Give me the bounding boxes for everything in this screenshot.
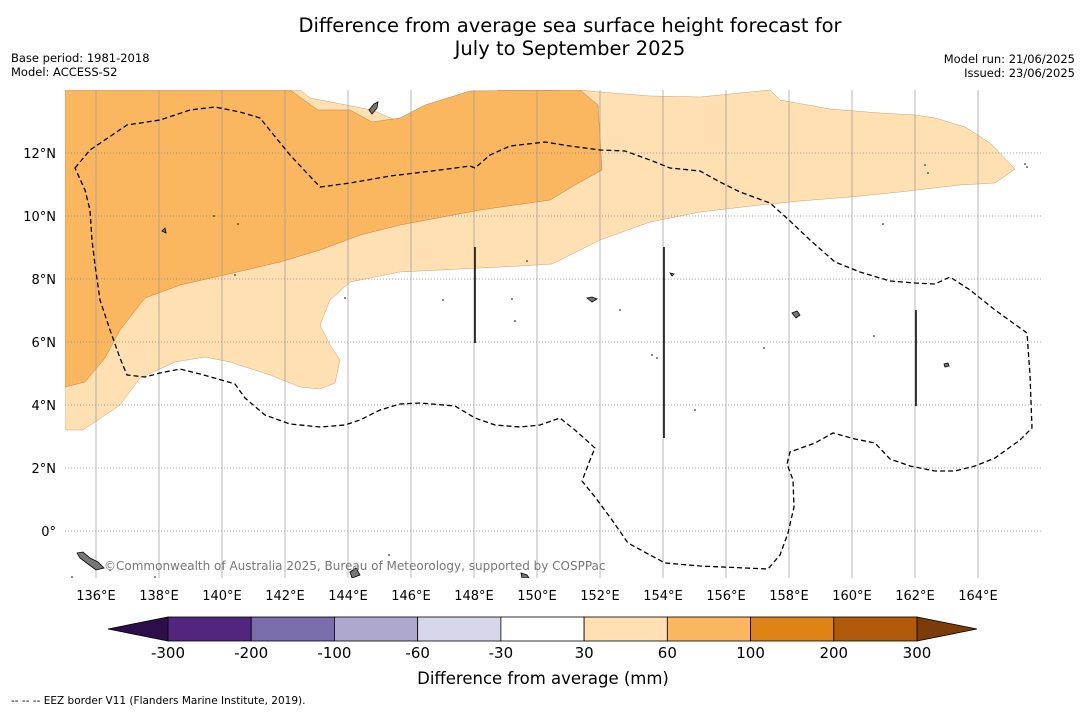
y-tick-label: 8°N xyxy=(32,273,57,288)
map-title-line1: Difference from average sea surface heig… xyxy=(298,14,842,37)
base-period-label: Base period: 1981-2018 xyxy=(11,51,150,65)
island-kosrae xyxy=(943,362,950,368)
colorbar-segment xyxy=(833,616,918,642)
model-run-label: Model run: 21/06/2025 xyxy=(943,52,1075,66)
y-tick-label: 2°N xyxy=(32,462,57,477)
colorbar-tick-label: 30 xyxy=(575,644,594,662)
island-misc-1 xyxy=(669,272,675,277)
island-bougainville xyxy=(520,572,530,578)
eez-legend-note: -- -- -- EEZ border V11 (Flanders Marine… xyxy=(11,695,306,707)
map-title: Difference from average sea surface heig… xyxy=(0,14,1085,60)
x-tick-labels: 136°E 138°E 140°E 142°E 144°E 146°E 148°E 150°E… xyxy=(76,589,998,604)
colorbar-segment xyxy=(500,616,585,642)
copyright-credit: ©Commonwealth of Australia 2025, Bureau … xyxy=(104,559,606,573)
graticule xyxy=(65,90,1041,578)
colorbar-tick-label: -60 xyxy=(405,644,430,662)
x-tick-label: 144°E xyxy=(328,589,368,604)
x-tick-label: 158°E xyxy=(769,589,809,604)
colorbar-segment xyxy=(417,616,502,642)
issued-label: Issued: 23/06/2025 xyxy=(964,66,1075,80)
colorbar-tick-label: 60 xyxy=(658,644,677,662)
x-tick-label: 140°E xyxy=(202,589,242,604)
y-tick-label: 12°N xyxy=(23,147,56,162)
colorbar-segment xyxy=(666,616,751,642)
y-tick-label: 6°N xyxy=(32,336,57,351)
island-misc-2 xyxy=(349,567,361,578)
island-yap xyxy=(161,227,167,234)
x-tick-label: 136°E xyxy=(76,589,116,604)
x-tick-label: 150°E xyxy=(517,589,557,604)
x-tick-label: 138°E xyxy=(139,589,179,604)
x-tick-label: 164°E xyxy=(958,589,998,604)
map-title-line2: July to September 2025 xyxy=(454,37,686,60)
colorbar-segment xyxy=(167,616,252,642)
colorbar-segment xyxy=(583,616,668,642)
x-tick-label: 154°E xyxy=(643,589,683,604)
y-tick-label: 0° xyxy=(41,525,56,540)
colorbar-tick-label: -30 xyxy=(489,644,514,662)
x-tick-label: 152°E xyxy=(580,589,620,604)
x-tick-label: 146°E xyxy=(391,589,431,604)
y-tick-label: 10°N xyxy=(23,210,56,225)
x-tick-label: 148°E xyxy=(454,589,494,604)
island-png-north xyxy=(76,551,105,571)
y-tick-label: 4°N xyxy=(32,399,57,414)
x-tick-label: 142°E xyxy=(265,589,305,604)
x-tick-label: 162°E xyxy=(895,589,935,604)
x-tick-label: 160°E xyxy=(832,589,872,604)
model-label: Model: ACCESS-S2 xyxy=(11,65,118,79)
island-chuuk xyxy=(586,296,598,303)
colorbar-tick-label: 300 xyxy=(903,644,932,662)
island-pohnpei xyxy=(791,310,801,319)
x-tick-label: 156°E xyxy=(706,589,746,604)
colorbar-tick-label: 200 xyxy=(819,644,848,662)
meta-left: Base period: 1981-2018 Model: ACCESS-S2 xyxy=(11,51,150,79)
meta-right: Model run: 21/06/2025 Issued: 23/06/2025 xyxy=(944,52,1075,80)
y-tick-labels: 0° 2°N 4°N 6°N 8°N 10°N 12°N xyxy=(23,147,56,540)
colorbar-tick-label: -200 xyxy=(234,644,268,662)
colorbar-over-arrow xyxy=(916,616,978,642)
eez-border-west xyxy=(74,106,1033,570)
islands xyxy=(76,101,950,578)
island-guam xyxy=(368,101,379,115)
colorbar-segment xyxy=(334,616,419,642)
region-60-100 xyxy=(65,90,603,388)
colorbar-title: Difference from average (mm) xyxy=(417,669,669,688)
colorbar: -300 -200 -100 -60 -30 30 60 100 200 300 xyxy=(107,616,978,662)
colorbar-tick-label: -100 xyxy=(317,644,351,662)
colorbar-segment xyxy=(750,616,835,642)
islets xyxy=(71,163,1028,578)
colorbar-tick-label: 100 xyxy=(736,644,765,662)
colorbar-tick-label: -300 xyxy=(151,644,185,662)
colorbar-segment xyxy=(250,616,335,642)
colorbar-under-arrow xyxy=(107,616,169,642)
